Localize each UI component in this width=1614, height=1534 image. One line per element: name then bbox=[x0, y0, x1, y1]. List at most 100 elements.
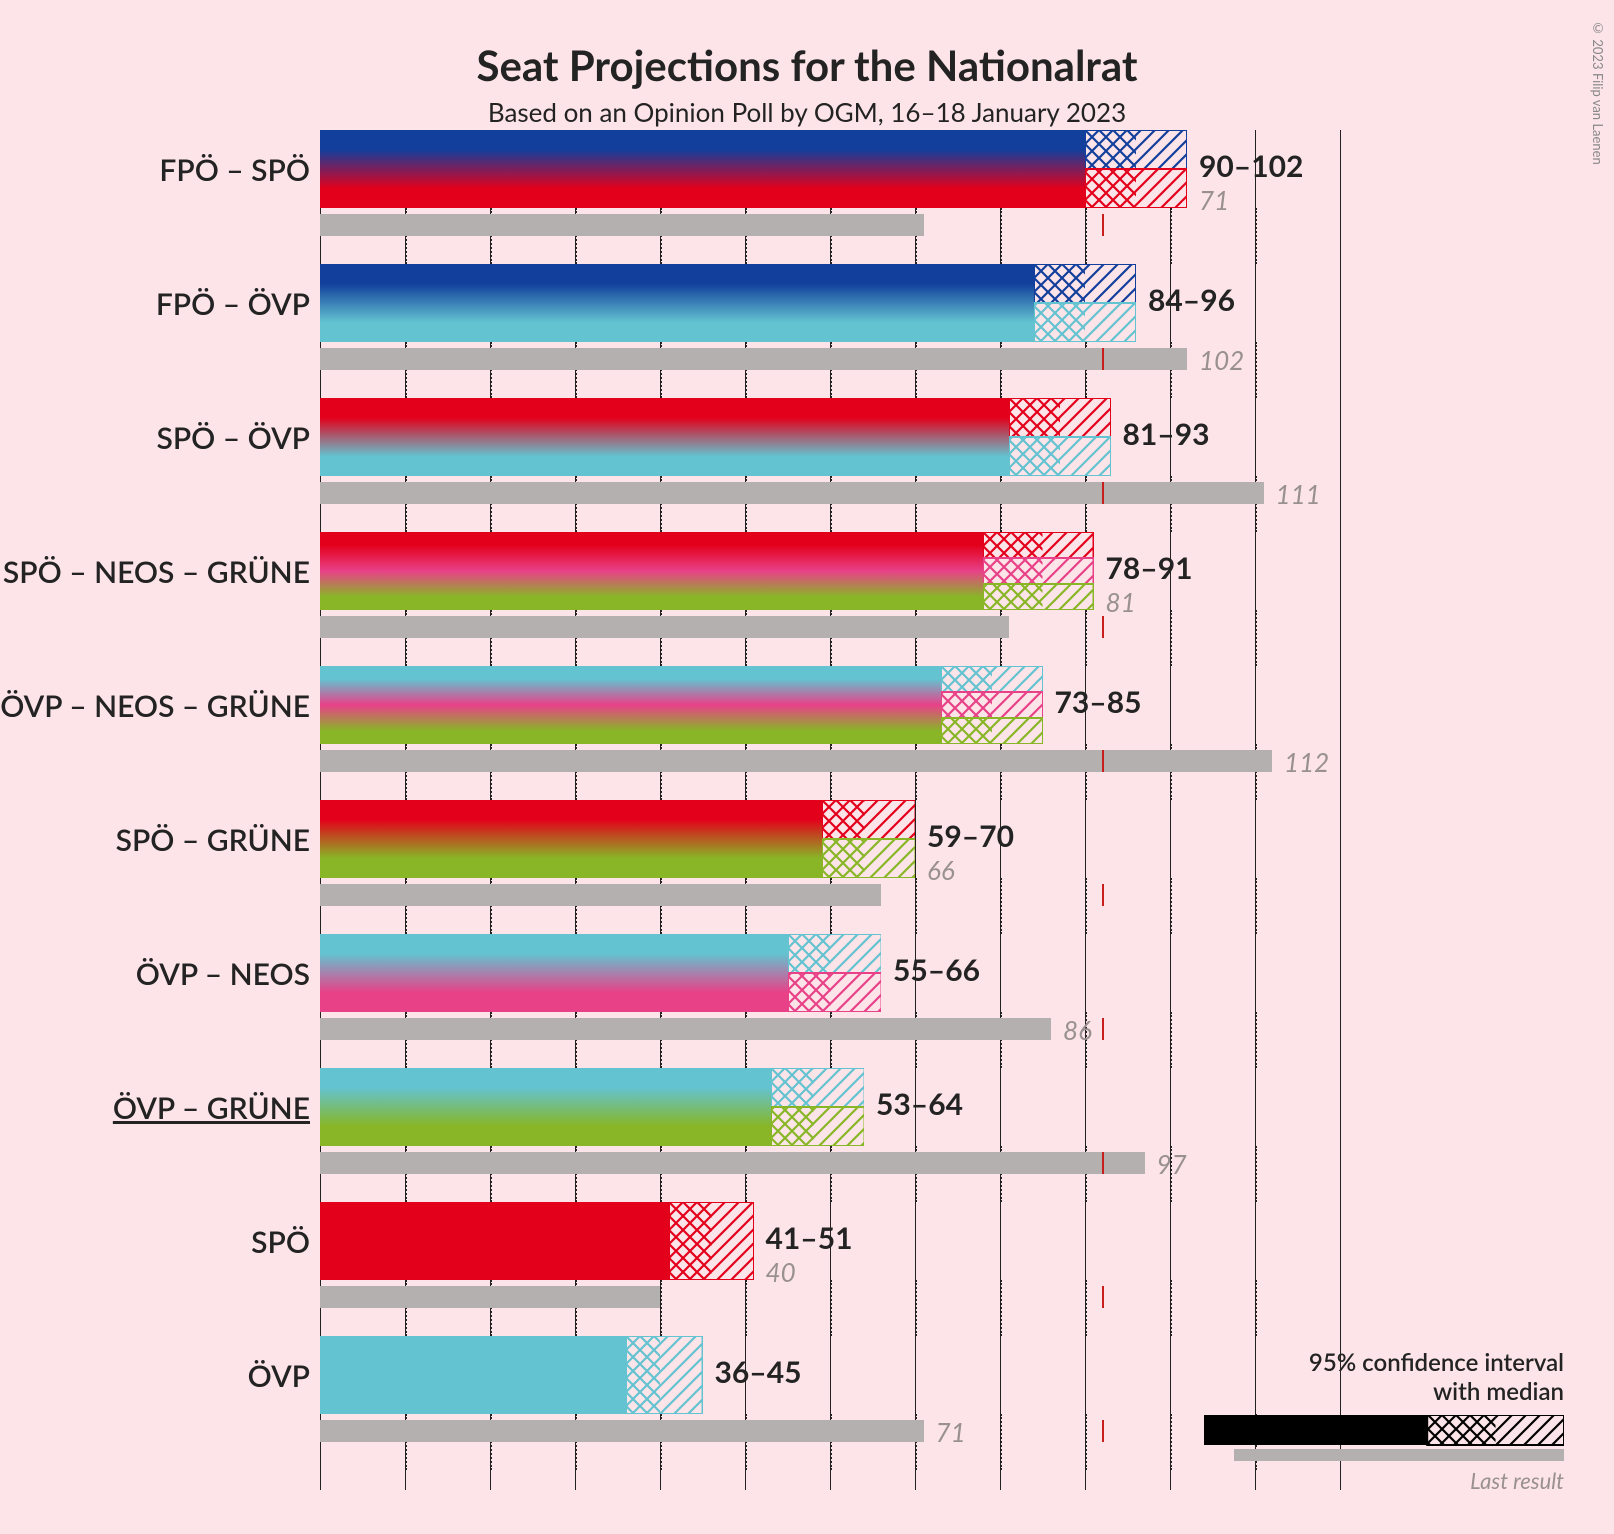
row-label: SPÖ bbox=[10, 1202, 310, 1282]
majority-marker bbox=[1102, 1286, 1104, 1308]
chart-row: SPÖ41–5140 bbox=[320, 1202, 1340, 1322]
chart-row: SPÖ – ÖVP81–93111 bbox=[320, 398, 1340, 518]
last-result-label: 71 bbox=[1199, 184, 1229, 216]
chart-container: © 2023 Filip van Laenen Seat Projections… bbox=[0, 0, 1614, 1534]
solid-bar bbox=[320, 130, 1085, 208]
last-result-label: 66 bbox=[927, 854, 955, 886]
last-result-bar bbox=[320, 1286, 660, 1308]
chart-row: FPÖ – ÖVP84–96102 bbox=[320, 264, 1340, 384]
ci-hatch bbox=[1009, 398, 1111, 476]
ci-hatch bbox=[1085, 130, 1187, 208]
chart-title: Seat Projections for the Nationalrat bbox=[40, 40, 1574, 90]
last-result-label: 102 bbox=[1199, 344, 1244, 376]
majority-marker bbox=[1102, 616, 1104, 638]
range-label: 73–85 bbox=[1055, 684, 1142, 720]
solid-bar bbox=[320, 264, 1034, 342]
solid-bar bbox=[320, 1336, 626, 1414]
legend-title-line1: 95% confidence interval bbox=[1204, 1349, 1564, 1378]
ci-hatch bbox=[788, 934, 882, 1012]
dotted-grid bbox=[915, 878, 917, 934]
row-label: SPÖ – NEOS – GRÜNE bbox=[10, 532, 310, 612]
dotted-grid bbox=[1085, 208, 1087, 264]
dotted-grid bbox=[915, 1280, 917, 1336]
last-result-bar bbox=[320, 884, 881, 906]
dotted-grid bbox=[1085, 878, 1087, 934]
solid-bar bbox=[320, 532, 983, 610]
last-result-label: 86 bbox=[1063, 1014, 1092, 1046]
plot-area: FPÖ – SPÖ90–10271 FPÖ – ÖVP84–96102 SPÖ – … bbox=[320, 130, 1340, 1490]
dotted-grid bbox=[1255, 208, 1257, 264]
majority-marker bbox=[1102, 1152, 1104, 1174]
last-result-bar bbox=[320, 1152, 1145, 1174]
legend-title-line2: with median bbox=[1204, 1378, 1564, 1407]
chart-row: ÖVP36–4571 bbox=[320, 1336, 1340, 1456]
legend-bar bbox=[1204, 1415, 1564, 1465]
ci-hatch bbox=[771, 1068, 865, 1146]
last-result-bar bbox=[320, 616, 1009, 638]
range-label: 90–102 bbox=[1199, 148, 1303, 184]
chart-row: SPÖ – NEOS – GRÜNE78–9181 bbox=[320, 532, 1340, 652]
range-label: 36–45 bbox=[715, 1354, 802, 1390]
majority-marker bbox=[1102, 1420, 1104, 1442]
range-label: 41–51 bbox=[766, 1220, 853, 1256]
dotted-grid bbox=[1170, 1414, 1172, 1470]
last-result-bar bbox=[320, 348, 1187, 370]
dotted-grid bbox=[1000, 1280, 1002, 1336]
ci-hatch bbox=[983, 532, 1094, 610]
last-result-label: 111 bbox=[1276, 478, 1321, 510]
last-result-label: 112 bbox=[1284, 746, 1329, 778]
range-label: 78–91 bbox=[1106, 550, 1193, 586]
solid-bar bbox=[320, 1202, 669, 1280]
chart-row: FPÖ – SPÖ90–10271 bbox=[320, 130, 1340, 250]
last-result-bar bbox=[320, 482, 1264, 504]
majority-marker bbox=[1102, 348, 1104, 370]
solid-bar bbox=[320, 934, 788, 1012]
dotted-grid bbox=[1170, 878, 1172, 934]
row-label: SPÖ – GRÜNE bbox=[10, 800, 310, 880]
last-result-label: 97 bbox=[1157, 1148, 1187, 1180]
last-result-bar bbox=[320, 750, 1272, 772]
range-label: 81–93 bbox=[1123, 416, 1210, 452]
majority-marker bbox=[1102, 884, 1104, 906]
dotted-grid bbox=[1000, 1414, 1002, 1470]
last-result-bar bbox=[320, 214, 924, 236]
row-label: ÖVP – GRÜNE bbox=[10, 1068, 310, 1148]
solid-bar bbox=[320, 800, 822, 878]
dotted-grid bbox=[1255, 610, 1257, 666]
row-label: ÖVP bbox=[10, 1336, 310, 1416]
row-label: FPÖ – ÖVP bbox=[10, 264, 310, 344]
solid-bar bbox=[320, 666, 941, 744]
last-result-bar bbox=[320, 1420, 924, 1442]
ci-hatch bbox=[822, 800, 916, 878]
last-result-label: 81 bbox=[1106, 586, 1136, 618]
dotted-grid bbox=[1085, 1280, 1087, 1336]
dotted-grid bbox=[1255, 1280, 1257, 1336]
row-label: ÖVP – NEOS bbox=[10, 934, 310, 1014]
row-label: FPÖ – SPÖ bbox=[10, 130, 310, 210]
ci-hatch bbox=[1034, 264, 1136, 342]
last-result-label: 40 bbox=[766, 1256, 796, 1288]
majority-marker bbox=[1102, 214, 1104, 236]
dotted-grid bbox=[1255, 342, 1257, 398]
dotted-grid bbox=[1255, 878, 1257, 934]
grid-line bbox=[1340, 130, 1341, 1490]
majority-marker bbox=[1102, 1018, 1104, 1040]
dotted-grid bbox=[1085, 1414, 1087, 1470]
solid-bar bbox=[320, 398, 1009, 476]
dotted-grid bbox=[1170, 610, 1172, 666]
ci-hatch bbox=[669, 1202, 754, 1280]
chart-row: ÖVP – NEOS55–6686 bbox=[320, 934, 1340, 1054]
dotted-grid bbox=[830, 1280, 832, 1336]
row-label: SPÖ – ÖVP bbox=[10, 398, 310, 478]
chart-row: ÖVP – GRÜNE53–6497 bbox=[320, 1068, 1340, 1188]
majority-marker bbox=[1102, 750, 1104, 772]
ci-hatch bbox=[941, 666, 1043, 744]
dotted-grid bbox=[1170, 1012, 1172, 1068]
dotted-grid bbox=[1255, 1146, 1257, 1202]
copyright-text: © 2023 Filip van Laenen bbox=[1590, 20, 1606, 165]
range-label: 53–64 bbox=[876, 1086, 963, 1122]
dotted-grid bbox=[1000, 878, 1002, 934]
row-label: ÖVP – NEOS – GRÜNE bbox=[10, 666, 310, 746]
last-result-label: 71 bbox=[936, 1416, 966, 1448]
legend-last-label: Last result bbox=[1204, 1467, 1564, 1494]
